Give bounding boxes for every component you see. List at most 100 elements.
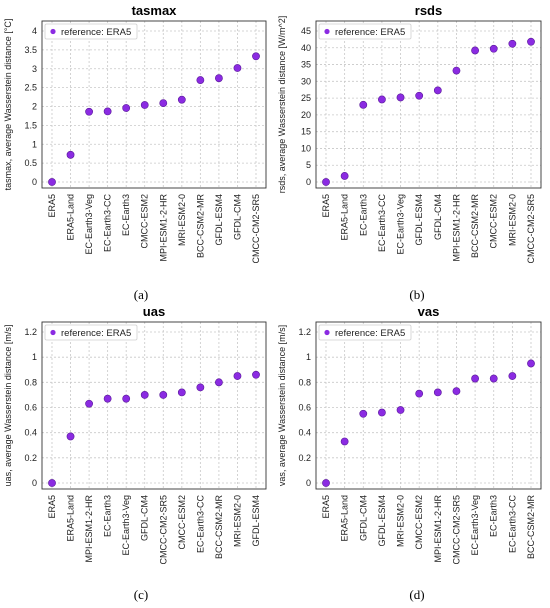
chart-panel-3: uas 0 0.2 0.4 0.6 0.8 1 1.2 uas, average Wassers… [3,304,267,602]
panel-caption: (d) [409,587,424,602]
y-tick-label: 0 [306,478,311,488]
y-axis-label: tasmax, average Wasserstein distance [°C… [3,19,13,191]
data-point [378,408,386,417]
y-tick-label: 0.6 [24,403,37,413]
legend: reference: ERA5 [44,23,138,40]
legend-marker [324,329,330,336]
x-tick-label: CMCC-CM2-SR5 [251,194,261,264]
y-tick-label: 0.4 [24,428,37,438]
data-point [322,178,330,186]
data-point [177,388,186,397]
y-tick-label: 3 [32,64,37,74]
x-tick-label: ERA5-Land [66,495,76,542]
data-point [66,150,75,159]
legend-box [44,23,138,40]
y-tick-label: 1.5 [24,120,37,130]
data-point [508,372,517,380]
x-tick-label: MPI-ESM1-2-HR [433,495,443,563]
plot-frame [315,20,542,189]
y-tick-label: 1 [306,352,311,362]
data-point [471,374,479,383]
x-tick-label: EC-Earth3-Veg [470,495,480,556]
y-axis-label: uas, average Wasserstein distance [m/s] [3,325,13,487]
x-tick-label: GFDL-ESM4 [414,194,424,246]
x-tick-label: MRI-ESM2-0 [177,194,187,246]
legend-box [44,324,138,341]
y-tick-label: 0.2 [24,453,37,463]
x-tick-label: ERA5 [321,194,331,218]
data-point [215,378,223,387]
y-tick-label: 0.4 [298,428,311,438]
data-point [322,479,330,487]
x-tick-label: CMCC-ESM2 [414,495,424,550]
legend: reference: ERA5 [44,324,138,341]
y-tick-label: 30 [301,76,311,86]
legend: reference: ERA5 [318,324,412,341]
x-tick-label: MRI-ESM2-0 [507,194,517,246]
y-tick-label: 0 [32,478,37,488]
y-tick-label: 0 [306,177,311,187]
y-tick-label: 15 [301,127,311,137]
x-tick-label: ERA5 [47,495,57,519]
data-point [471,46,479,55]
data-point [85,107,93,116]
data-point [252,52,260,61]
x-tick-label: ERA5-Land [340,194,350,241]
x-tick-label: MPI-ESM1-2-HR [451,194,461,262]
chart-panel-1: tasmax 0 0.5 1 1.5 2 2.5 3 3.5 4 tasmax, average W… [3,3,267,302]
plot-frame [315,321,542,490]
chart-title: tasmax [132,3,178,18]
y-tick-label: 1 [32,352,37,362]
legend-marker [50,28,56,35]
y-tick-label: 1 [32,139,37,149]
x-tick-label: EC-Earth3-Veg [121,495,131,556]
data-point [252,370,260,379]
legend-box [318,324,412,341]
y-tick-label: 4 [32,26,37,36]
data-point [122,394,131,403]
x-tick-label: ERA5-Land [66,194,76,241]
plot-frame [41,321,267,490]
data-point [85,399,93,408]
y-tick-label: 0.8 [298,377,311,387]
data-point [122,104,131,112]
data-point [103,107,112,116]
data-point [196,383,205,392]
data-point [396,93,405,102]
legend-box [318,23,412,40]
x-tick-label: EC-Earth3-Veg [84,194,94,255]
x-tick-label: BCC-CSM2-MR [470,194,480,258]
x-tick-label: EC-Earth3-CC [103,194,113,253]
data-point [159,99,168,108]
x-tick-label: EC-Earth3 [103,495,113,537]
y-tick-label: 1.2 [24,327,37,337]
data-point [196,76,205,84]
data-point [433,86,442,95]
data-point [359,409,368,418]
y-axis-label: rsds, average Wasserstein distance [W/m^… [277,16,287,193]
y-tick-label: 5 [306,160,311,170]
legend-label: reference: ERA5 [335,27,405,38]
x-tick-label: BCC-CSM2-MR [214,495,224,559]
x-tick-label: GFDL-CM4 [358,495,368,541]
y-tick-label: 0.5 [24,158,37,168]
y-tick-label: 20 [301,110,311,120]
data-point [48,479,56,487]
y-tick-label: 40 [301,43,311,53]
x-tick-label: BCC-CSM2-MR [526,495,536,559]
panel-caption: (b) [409,287,424,302]
x-tick-label: GFDL-ESM4 [377,495,387,547]
y-tick-label: 45 [301,26,311,36]
data-point [66,432,75,441]
data-point [396,406,405,414]
data-point [48,178,56,186]
data-point [177,95,186,104]
data-point [415,389,424,398]
x-tick-label: CMCC-ESM2 [140,194,150,249]
y-tick-label: 10 [301,143,311,153]
chart-title: uas [143,304,165,319]
y-tick-label: 0.2 [298,453,311,463]
x-tick-label: ERA5-Land [340,495,350,542]
x-tick-label: BCC-CSM2-MR [195,194,205,258]
